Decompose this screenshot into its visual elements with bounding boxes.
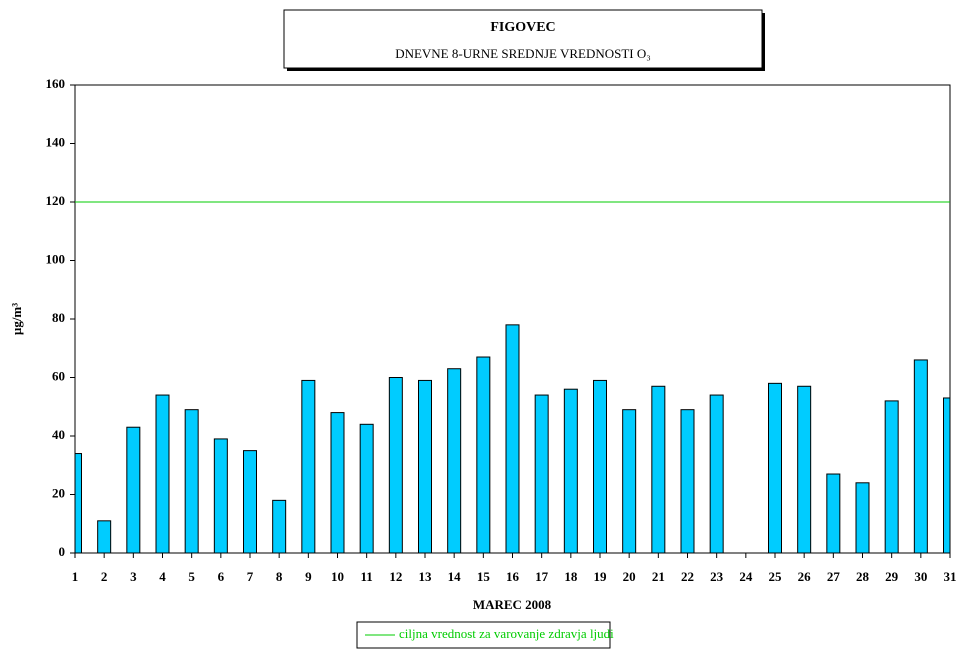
bar	[768, 382, 782, 553]
legend-label: ciljna vrednost za varovanje zdravja lju…	[399, 626, 614, 641]
bar	[359, 423, 374, 553]
bar	[388, 377, 403, 553]
x-tick-label: 16	[506, 569, 520, 584]
bar	[97, 520, 112, 553]
x-tick-label: 1	[72, 569, 79, 584]
x-tick-label: 2	[101, 569, 108, 584]
y-tick-label: 80	[52, 310, 65, 325]
y-tick-label: 120	[46, 193, 66, 208]
chart-title: FIGOVEC	[490, 20, 555, 35]
x-tick-label: 18	[564, 569, 578, 584]
x-tick-label: 3	[130, 569, 137, 584]
y-tick-label: 160	[46, 76, 66, 91]
bar	[418, 379, 432, 553]
legend-box	[356, 621, 611, 649]
x-tick-label: 30	[914, 569, 927, 584]
x-tick-label: 15	[477, 569, 491, 584]
chart-subtitle: DNEVNE 8-URNE SREDNJE VREDNOSTI O₃	[395, 46, 651, 61]
y-tick-label: 60	[52, 368, 65, 383]
bar	[884, 400, 899, 553]
x-tick-label: 9	[305, 569, 312, 584]
bar	[622, 409, 637, 553]
y-axis-label: µg/m³	[9, 303, 24, 335]
title-box	[283, 9, 763, 69]
bar	[855, 482, 870, 553]
bar	[709, 394, 724, 553]
bar	[826, 473, 841, 553]
x-tick-label: 27	[827, 569, 841, 584]
x-tick-label: 22	[681, 569, 694, 584]
bar	[272, 499, 287, 553]
y-tick-label: 0	[59, 544, 66, 559]
x-tick-label: 12	[389, 569, 402, 584]
x-tick-label: 17	[535, 569, 549, 584]
x-tick-label: 11	[361, 569, 373, 584]
bar	[75, 453, 82, 553]
x-tick-label: 10	[331, 569, 344, 584]
bar	[797, 385, 812, 553]
bar	[155, 394, 170, 553]
x-tick-label: 13	[419, 569, 433, 584]
x-tick-label: 26	[798, 569, 812, 584]
y-tick-label: 20	[52, 485, 65, 500]
x-tick-label: 6	[218, 569, 225, 584]
bar	[651, 385, 666, 553]
x-tick-label: 21	[652, 569, 665, 584]
x-tick-label: 25	[769, 569, 783, 584]
x-tick-label: 20	[623, 569, 636, 584]
x-tick-label: 8	[276, 569, 283, 584]
x-tick-label: 7	[247, 569, 254, 584]
y-tick-label: 140	[46, 134, 66, 149]
y-tick-label: 100	[46, 251, 66, 266]
bar	[243, 450, 257, 553]
bar	[301, 379, 316, 553]
x-tick-label: 19	[594, 569, 608, 584]
bar	[184, 409, 199, 553]
x-tick-label: 5	[188, 569, 195, 584]
x-axis-label: MAREC 2008	[473, 597, 552, 612]
bar	[534, 394, 549, 553]
x-tick-label: 29	[885, 569, 899, 584]
bar	[213, 438, 228, 553]
x-tick-label: 24	[739, 569, 753, 584]
bar	[680, 409, 695, 553]
bar	[943, 397, 950, 553]
y-tick-label: 40	[52, 427, 65, 442]
x-tick-label: 14	[448, 569, 462, 584]
bar	[476, 356, 491, 553]
bar	[563, 388, 578, 553]
plot	[75, 324, 950, 553]
bar	[447, 368, 462, 553]
bar	[330, 412, 345, 553]
x-tick-label: 23	[710, 569, 724, 584]
bar	[126, 426, 141, 553]
bar	[505, 324, 520, 553]
bar	[913, 359, 928, 553]
x-tick-label: 28	[856, 569, 870, 584]
x-tick-label: 31	[944, 569, 957, 584]
x-tick-label: 4	[159, 569, 166, 584]
bar	[593, 379, 607, 553]
